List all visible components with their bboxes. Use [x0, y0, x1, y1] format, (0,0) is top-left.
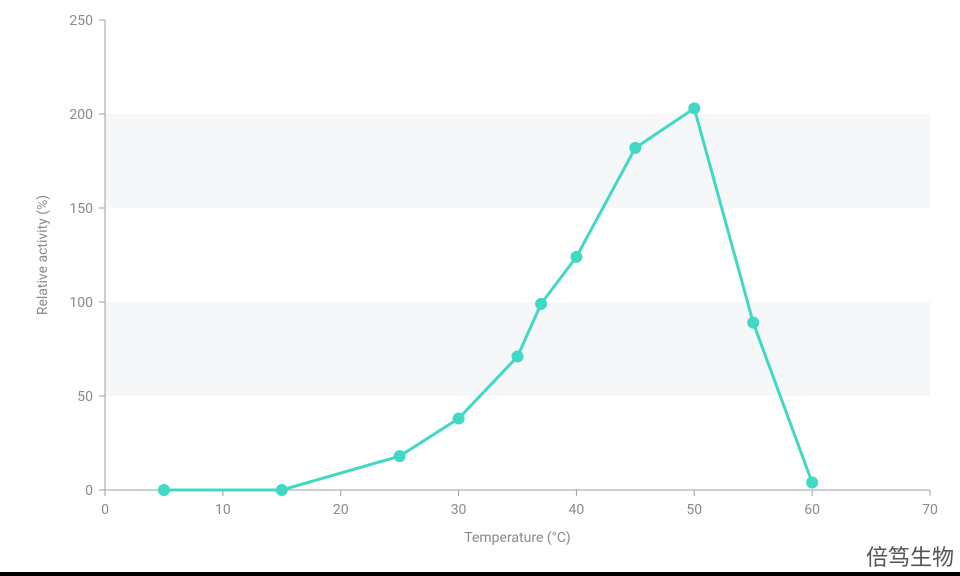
svg-text:30: 30 [451, 502, 467, 518]
svg-text:20: 20 [333, 502, 349, 518]
svg-text:10: 10 [215, 502, 231, 518]
data-point [535, 298, 547, 310]
data-point [747, 317, 759, 329]
data-point [276, 484, 288, 496]
svg-text:250: 250 [69, 13, 93, 29]
data-point [688, 102, 700, 114]
svg-text:70: 70 [922, 502, 938, 518]
svg-text:50: 50 [77, 389, 93, 405]
bottom-black-bar [0, 572, 960, 576]
data-point [806, 476, 818, 488]
watermark-text: 倍笃生物 [866, 540, 954, 572]
svg-text:0: 0 [101, 502, 109, 518]
svg-text:200: 200 [69, 107, 93, 123]
data-point [570, 251, 582, 263]
svg-text:150: 150 [69, 201, 93, 217]
svg-text:50: 50 [686, 502, 702, 518]
svg-text:100: 100 [69, 295, 93, 311]
svg-text:60: 60 [804, 502, 820, 518]
x-axis-label: Temperature (°C) [464, 530, 570, 546]
svg-text:40: 40 [569, 502, 585, 518]
data-point [453, 413, 465, 425]
data-point [629, 142, 641, 154]
data-point [158, 484, 170, 496]
svg-text:0: 0 [85, 483, 93, 499]
y-axis-label: Relative activity (%) [35, 195, 51, 315]
data-point [512, 351, 524, 363]
data-point [394, 450, 406, 462]
activity-chart: 0 50 100 150 200 250 0 10 20 30 40 50 60 70 Temperatur… [0, 0, 960, 576]
